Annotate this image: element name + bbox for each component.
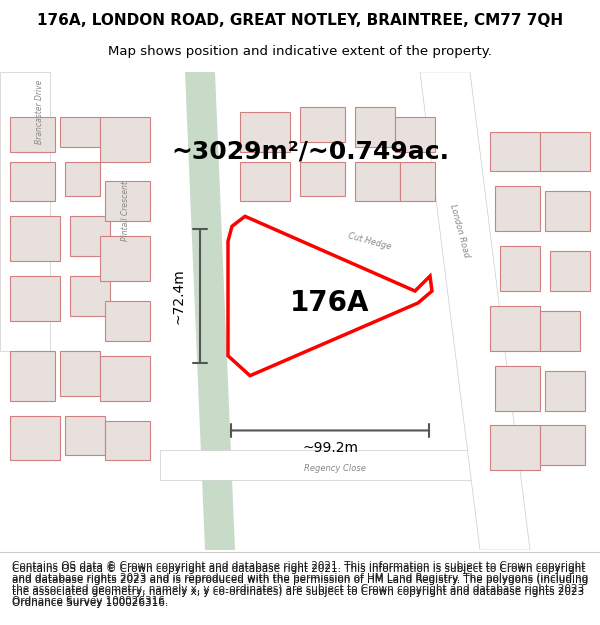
Text: Pintail Crescent: Pintail Crescent bbox=[121, 181, 130, 241]
Polygon shape bbox=[495, 366, 540, 411]
Polygon shape bbox=[540, 311, 580, 351]
Text: ~99.2m: ~99.2m bbox=[302, 441, 358, 456]
Polygon shape bbox=[545, 191, 590, 231]
Polygon shape bbox=[65, 161, 100, 196]
Text: Cut Hedge: Cut Hedge bbox=[347, 231, 392, 251]
Polygon shape bbox=[420, 72, 530, 550]
Polygon shape bbox=[395, 117, 435, 151]
Polygon shape bbox=[400, 161, 435, 201]
Polygon shape bbox=[550, 251, 590, 291]
Polygon shape bbox=[490, 132, 540, 171]
Polygon shape bbox=[0, 72, 50, 351]
Polygon shape bbox=[300, 107, 345, 142]
Text: ~72.4m: ~72.4m bbox=[171, 268, 185, 324]
Polygon shape bbox=[100, 117, 150, 161]
Polygon shape bbox=[100, 356, 150, 401]
Polygon shape bbox=[490, 426, 540, 470]
Polygon shape bbox=[10, 351, 55, 401]
Text: London Road: London Road bbox=[449, 204, 472, 259]
Polygon shape bbox=[100, 236, 150, 281]
Polygon shape bbox=[70, 216, 110, 256]
Text: Regency Close: Regency Close bbox=[304, 464, 366, 473]
Polygon shape bbox=[540, 426, 585, 466]
Text: Contains OS data © Crown copyright and database right 2021. This information is : Contains OS data © Crown copyright and d… bbox=[12, 564, 588, 608]
Text: ~3029m²/~0.749ac.: ~3029m²/~0.749ac. bbox=[171, 139, 449, 164]
Polygon shape bbox=[10, 117, 55, 151]
Polygon shape bbox=[10, 416, 60, 461]
Polygon shape bbox=[105, 301, 150, 341]
Polygon shape bbox=[355, 107, 395, 147]
Polygon shape bbox=[500, 246, 540, 291]
Polygon shape bbox=[490, 306, 540, 351]
Text: 176A, LONDON ROAD, GREAT NOTLEY, BRAINTREE, CM77 7QH: 176A, LONDON ROAD, GREAT NOTLEY, BRAINTR… bbox=[37, 12, 563, 28]
Polygon shape bbox=[70, 276, 110, 316]
Polygon shape bbox=[300, 161, 345, 196]
Polygon shape bbox=[540, 132, 590, 171]
Polygon shape bbox=[105, 181, 150, 221]
Polygon shape bbox=[60, 351, 100, 396]
Polygon shape bbox=[240, 161, 290, 201]
Polygon shape bbox=[185, 72, 235, 550]
Polygon shape bbox=[228, 216, 432, 376]
Text: Brancaster Drive: Brancaster Drive bbox=[35, 79, 44, 144]
Polygon shape bbox=[545, 371, 585, 411]
Text: Map shows position and indicative extent of the property.: Map shows position and indicative extent… bbox=[108, 45, 492, 58]
Polygon shape bbox=[240, 112, 290, 151]
Polygon shape bbox=[105, 421, 150, 461]
Polygon shape bbox=[160, 451, 490, 480]
Polygon shape bbox=[495, 186, 540, 231]
Polygon shape bbox=[10, 161, 55, 201]
Polygon shape bbox=[10, 276, 60, 321]
Polygon shape bbox=[60, 117, 100, 147]
Polygon shape bbox=[355, 161, 400, 201]
Text: 176A: 176A bbox=[290, 289, 370, 317]
Text: Contains OS data © Crown copyright and database right 2021. This information is : Contains OS data © Crown copyright and d… bbox=[12, 561, 588, 606]
Polygon shape bbox=[65, 416, 105, 456]
Polygon shape bbox=[10, 216, 60, 261]
